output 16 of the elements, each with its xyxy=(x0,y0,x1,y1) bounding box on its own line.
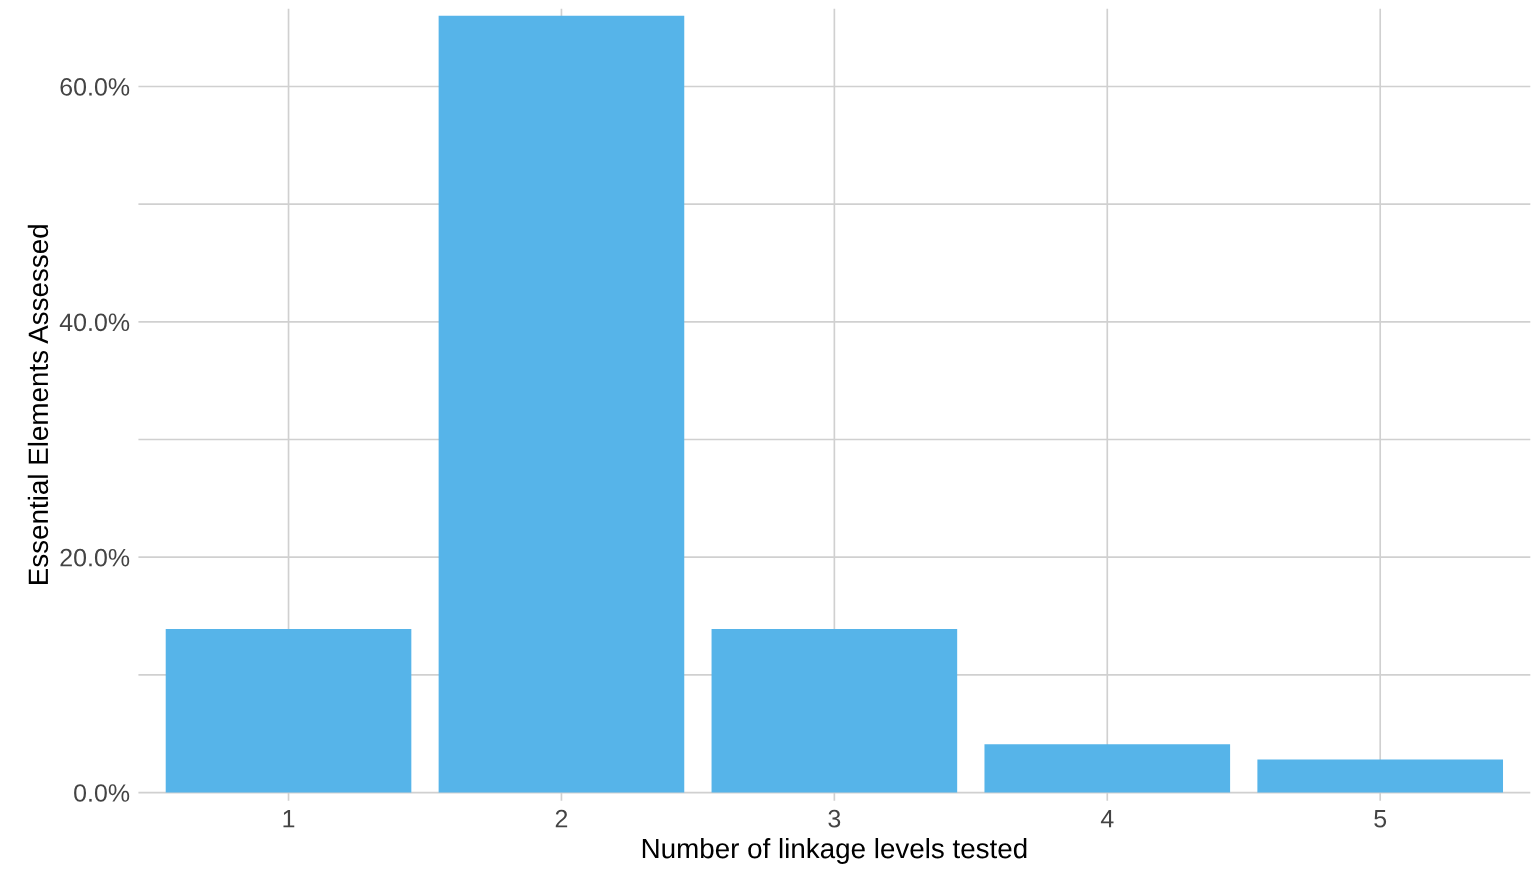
bar xyxy=(438,15,685,793)
x-tick-label: 1 xyxy=(283,810,295,828)
x-tick-label: 4 xyxy=(1100,810,1114,828)
bar xyxy=(1257,759,1504,793)
x-tick-label: 5 xyxy=(1374,810,1387,828)
y-axis-title: Essential Elements Assessed xyxy=(27,225,49,584)
x-axis-title: Number of linkage levels tested xyxy=(642,837,1027,864)
x-tick-label: 2 xyxy=(555,809,568,828)
bar xyxy=(984,744,1231,793)
bar xyxy=(711,628,958,793)
bar xyxy=(165,628,412,793)
x-tick-label: 3 xyxy=(828,809,841,828)
y-tick-label: 40.0% xyxy=(59,313,130,332)
y-tick-label: 20.0% xyxy=(60,548,130,567)
y-tick-label: 0.0% xyxy=(74,784,130,802)
y-tick-label: 60.0% xyxy=(60,78,130,96)
